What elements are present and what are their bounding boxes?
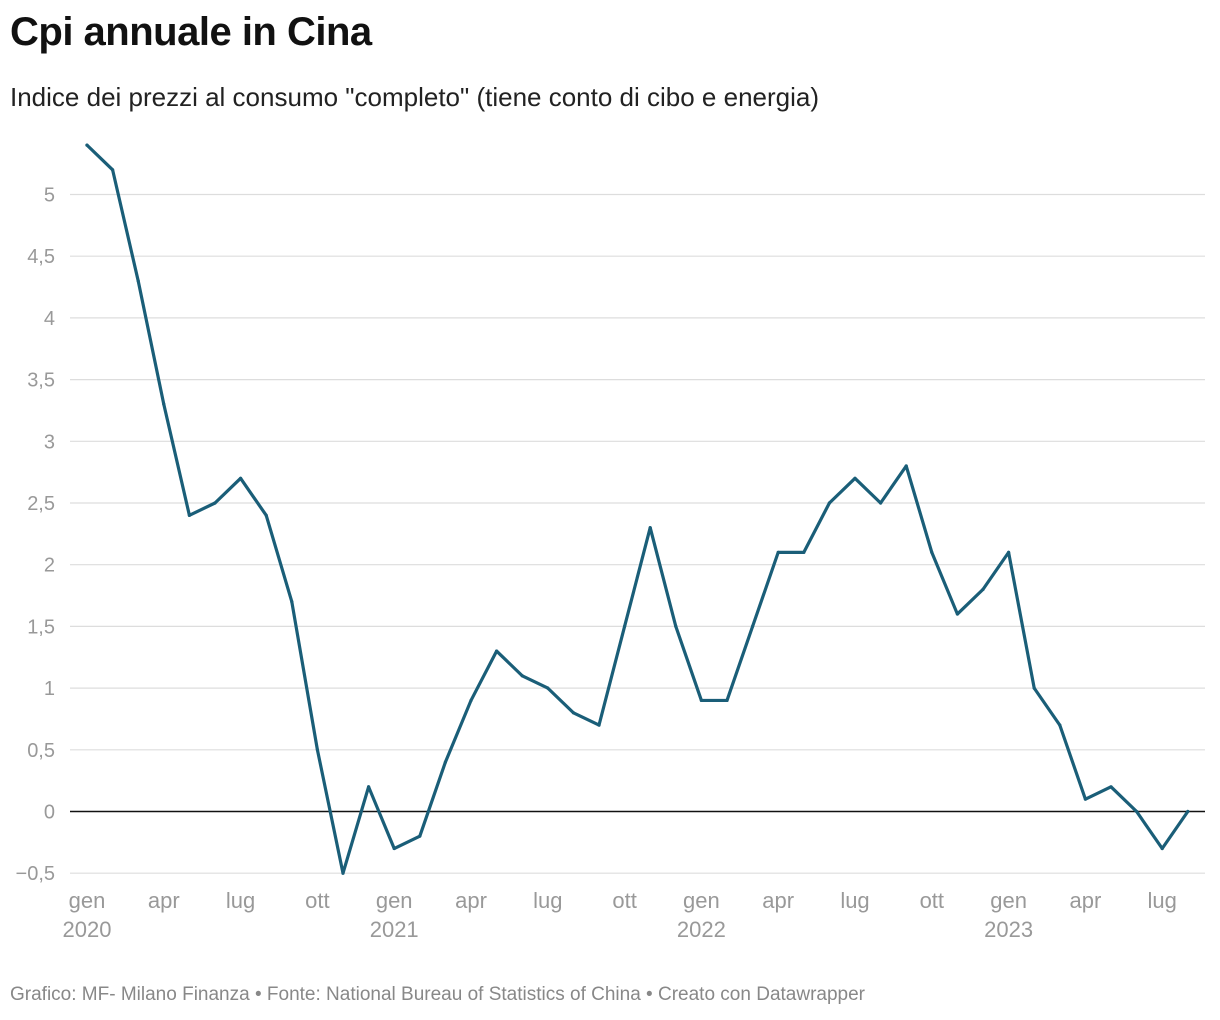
x-tick-label: ott	[920, 888, 944, 913]
y-tick-label: 0,5	[27, 740, 55, 762]
x-tick-label: apr	[762, 888, 794, 913]
data-point	[904, 464, 908, 468]
data-point	[546, 686, 550, 690]
data-point	[213, 501, 217, 505]
footer: Grafico: MF- Milano Finanza • Fonte: Nat…	[10, 984, 865, 1006]
data-point	[85, 143, 89, 147]
x-tick-label: ott	[612, 888, 636, 913]
x-tick-label: lug	[1148, 888, 1177, 913]
data-point	[699, 698, 704, 703]
x-tick-label: gen	[376, 888, 413, 913]
line-chart: −0,5 0 0,5 1 1,5 2 2,5 3 3,5 4 4,5 5 gen 2020 apr lug ot…	[16, 143, 1205, 942]
data-point	[623, 624, 627, 629]
data-point	[725, 698, 729, 703]
data-point	[930, 550, 934, 554]
data-point	[571, 711, 576, 715]
data-point	[1083, 797, 1087, 801]
data-point	[341, 871, 345, 875]
data-point	[136, 279, 140, 283]
x-tick-label: ott	[305, 888, 329, 913]
data-point	[495, 649, 499, 653]
y-tick-label: 5	[44, 185, 55, 207]
data-point	[111, 168, 115, 172]
x-tick-label: apr	[148, 888, 180, 913]
data-point	[162, 402, 166, 406]
series-line	[85, 143, 1190, 875]
x-tick-label: lug	[840, 888, 869, 913]
y-tick-label: 2	[44, 555, 55, 577]
data-point	[853, 476, 857, 480]
data-point	[981, 587, 985, 591]
x-tick-year-label: 2020	[63, 917, 112, 942]
data-point	[597, 723, 601, 727]
chart-credit: Grafico: MF- Milano Finanza	[10, 984, 250, 1005]
x-tick-year-label: 2021	[370, 917, 419, 942]
footer-separator: •	[640, 984, 658, 1005]
data-point	[469, 698, 473, 703]
data-point	[187, 513, 191, 517]
data-point	[955, 612, 960, 616]
x-tick-label: apr	[455, 888, 487, 913]
y-tick-label: 2,5	[27, 493, 55, 515]
data-point	[1007, 550, 1011, 554]
y-tick-label: 3,5	[27, 370, 55, 392]
data-point	[1160, 846, 1164, 851]
x-tick-label: gen	[69, 888, 106, 913]
chart-title: Cpi annuale in Cina	[10, 10, 372, 54]
data-point	[674, 624, 678, 629]
data-point	[1186, 809, 1190, 814]
data-point	[751, 624, 755, 629]
data-point	[239, 476, 243, 480]
x-tick-label: gen	[683, 888, 720, 913]
y-tick-label: 0	[44, 802, 55, 824]
data-point	[802, 550, 806, 554]
data-point	[418, 834, 422, 838]
y-tick-label: −0,5	[16, 863, 55, 885]
data-point	[264, 513, 268, 517]
data-point	[776, 550, 780, 554]
data-point	[315, 748, 319, 752]
y-tick-label: 1	[44, 678, 55, 700]
data-point	[827, 501, 832, 505]
footer-separator: •	[249, 984, 267, 1005]
chart-subtitle: Indice dei prezzi al consumo "completo" …	[10, 82, 820, 112]
data-point	[392, 846, 396, 851]
data-point	[520, 674, 524, 678]
data-point	[1058, 723, 1062, 727]
x-tick-year-label: 2023	[984, 917, 1033, 942]
y-tick-label: 4	[44, 308, 55, 330]
x-tick-label: apr	[1070, 888, 1102, 913]
data-point	[1135, 809, 1139, 814]
data-point	[1109, 785, 1113, 789]
data-point	[879, 501, 883, 505]
data-point	[648, 526, 652, 530]
data-source: Fonte: National Bureau of Statistics of …	[266, 984, 641, 1005]
x-tick-label: gen	[990, 888, 1027, 913]
data-point	[367, 785, 371, 789]
data-point	[1032, 686, 1036, 690]
y-tick-label: 3	[44, 431, 55, 453]
tool-credit: Creato con Datawrapper	[658, 984, 865, 1005]
x-tick-year-label: 2022	[677, 917, 726, 942]
data-point	[443, 760, 447, 764]
data-point	[290, 600, 294, 604]
y-tick-label: 4,5	[27, 246, 55, 268]
y-tick-label: 1,5	[27, 616, 55, 638]
x-tick-label: lug	[533, 888, 562, 913]
x-tick-label: lug	[226, 888, 255, 913]
